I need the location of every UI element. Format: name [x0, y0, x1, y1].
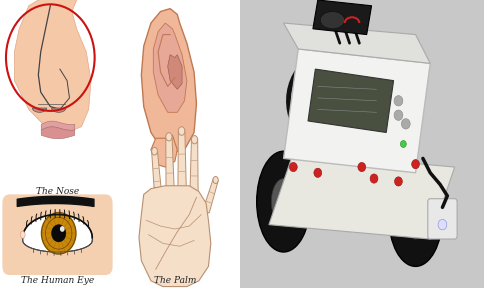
Polygon shape — [284, 49, 430, 173]
Ellipse shape — [389, 166, 442, 266]
Circle shape — [42, 213, 76, 254]
Circle shape — [60, 226, 65, 232]
Ellipse shape — [179, 127, 185, 135]
Ellipse shape — [257, 151, 310, 252]
Polygon shape — [167, 55, 182, 89]
Polygon shape — [190, 140, 198, 192]
Text: The Ear: The Ear — [154, 187, 191, 196]
Circle shape — [412, 160, 420, 169]
Circle shape — [370, 174, 378, 183]
Polygon shape — [15, 0, 91, 132]
Text: The Nose: The Nose — [36, 187, 79, 196]
Circle shape — [438, 219, 447, 230]
Ellipse shape — [213, 177, 218, 183]
FancyBboxPatch shape — [428, 199, 457, 239]
Ellipse shape — [403, 193, 428, 239]
Polygon shape — [166, 137, 174, 189]
Circle shape — [400, 141, 406, 147]
Ellipse shape — [20, 231, 25, 238]
Circle shape — [289, 162, 297, 172]
Circle shape — [394, 96, 403, 106]
Circle shape — [51, 225, 66, 242]
Polygon shape — [308, 69, 393, 132]
Ellipse shape — [166, 133, 172, 141]
Polygon shape — [141, 9, 197, 153]
FancyBboxPatch shape — [2, 194, 113, 275]
Polygon shape — [139, 186, 211, 287]
Polygon shape — [51, 108, 66, 112]
Polygon shape — [32, 108, 47, 112]
Polygon shape — [203, 179, 218, 213]
Circle shape — [394, 177, 402, 186]
Polygon shape — [284, 23, 430, 63]
Polygon shape — [269, 153, 454, 239]
Polygon shape — [151, 135, 177, 167]
Text: The Palm: The Palm — [154, 276, 196, 285]
Circle shape — [401, 119, 410, 129]
Polygon shape — [153, 23, 187, 112]
Ellipse shape — [192, 136, 197, 144]
Ellipse shape — [272, 179, 296, 225]
Polygon shape — [23, 215, 92, 252]
Circle shape — [358, 162, 366, 172]
Ellipse shape — [320, 12, 345, 29]
Circle shape — [394, 110, 403, 120]
Ellipse shape — [151, 147, 157, 155]
Polygon shape — [178, 131, 186, 189]
Polygon shape — [151, 151, 162, 195]
Text: The Human Eye: The Human Eye — [21, 276, 94, 285]
Polygon shape — [313, 0, 372, 35]
Circle shape — [314, 168, 322, 177]
